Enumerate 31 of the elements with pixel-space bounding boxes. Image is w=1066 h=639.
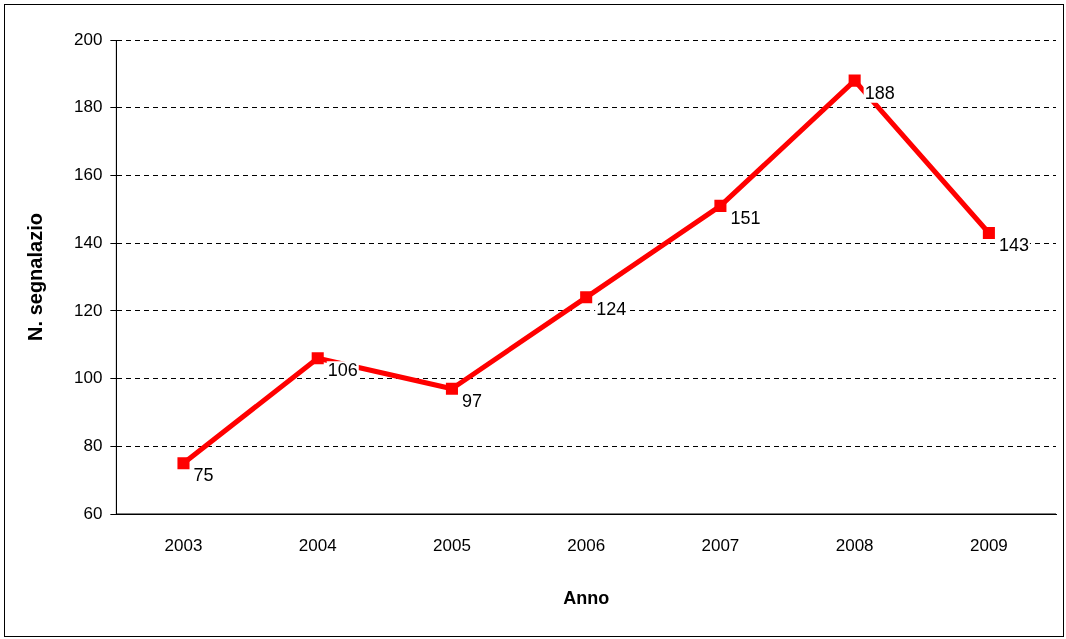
- y-tick-label: 160: [73, 165, 103, 185]
- point: [714, 199, 727, 212]
- x-tick-label: 2009: [969, 535, 1008, 555]
- data-label: 188: [864, 82, 895, 103]
- x-tick-label: 2006: [567, 535, 606, 555]
- x-tick-label: 2003: [164, 535, 203, 555]
- y-tick-label: 80: [83, 435, 103, 455]
- y-tick-label: 120: [73, 300, 103, 320]
- point: [177, 457, 190, 470]
- y-tick-label: 140: [73, 232, 103, 252]
- point: [311, 352, 324, 365]
- data-label: 97: [461, 390, 482, 411]
- data-label: 75: [193, 465, 214, 486]
- x-tick-label: 2007: [701, 535, 740, 555]
- data-label: 106: [327, 360, 358, 381]
- y-tick-label: 180: [73, 97, 103, 117]
- point: [580, 291, 593, 304]
- y-tick-label: 100: [73, 368, 103, 388]
- y-axis-title: N. segnalazio: [23, 213, 46, 341]
- x-tick-label: 2008: [835, 535, 874, 555]
- x-axis-title: Anno: [563, 588, 610, 609]
- data-label: 124: [596, 299, 627, 320]
- x-tick-label: 2004: [298, 535, 337, 555]
- data-label: 143: [998, 234, 1029, 255]
- y-tick-label: 60: [83, 503, 103, 523]
- x-tick-label: 2005: [433, 535, 471, 555]
- y-tick-label: 200: [73, 29, 103, 49]
- data-label: 151: [730, 207, 761, 228]
- point: [848, 74, 861, 87]
- point: [445, 382, 458, 395]
- point: [982, 226, 995, 240]
